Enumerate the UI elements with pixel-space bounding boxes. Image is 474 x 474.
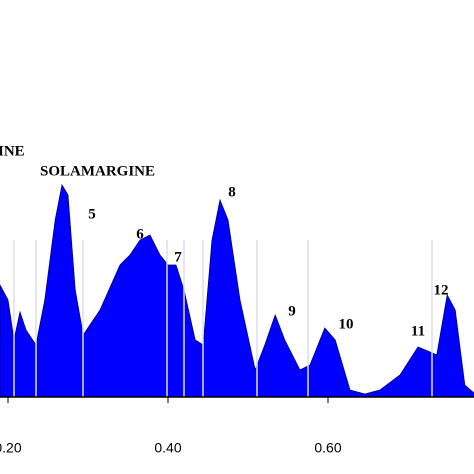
peak-label: SOLAMARGINE	[40, 163, 155, 179]
area	[0, 183, 474, 398]
x-tick-label: 0.40	[154, 440, 181, 456]
x-tick-label: 0.60	[314, 440, 341, 456]
peak-label: 7	[174, 249, 182, 265]
peak-label: 9	[288, 303, 296, 319]
peak-label: 10	[339, 316, 354, 332]
peak-label: INE	[0, 143, 25, 159]
x-tick-label: 0.20	[0, 440, 22, 456]
peak-label: 5	[88, 206, 96, 222]
peak-label: 8	[228, 184, 236, 200]
peak-label: 12	[434, 282, 449, 298]
peak-label: 6	[136, 226, 144, 242]
peak-label: 11	[411, 323, 425, 339]
